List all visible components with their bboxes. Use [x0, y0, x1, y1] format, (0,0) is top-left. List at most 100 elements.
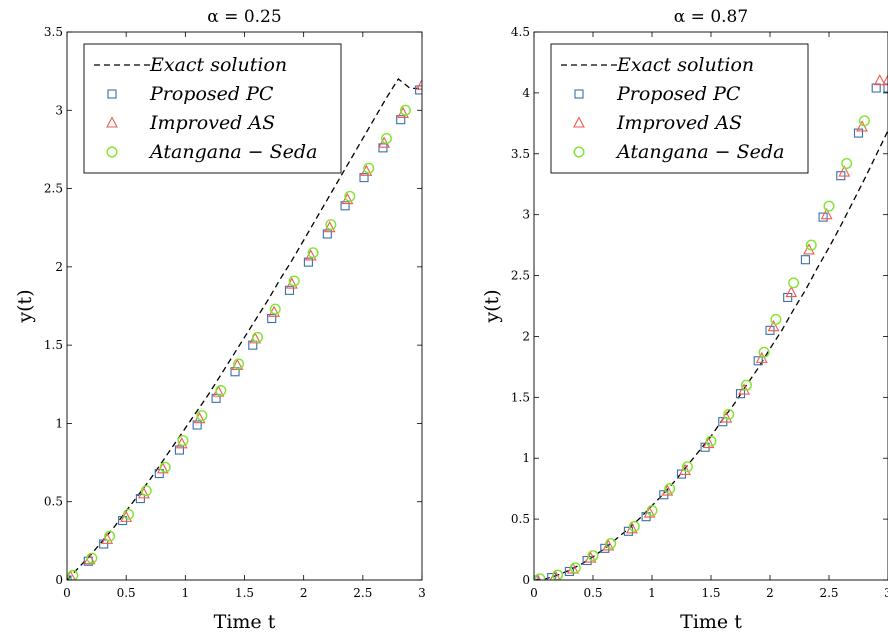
circle-marker — [196, 410, 208, 422]
circle-marker — [770, 313, 782, 325]
x-tick-label: 2.5 — [819, 586, 838, 600]
circle-marker — [86, 552, 98, 564]
triangle-marker — [767, 320, 780, 332]
x-tick-label: 0 — [530, 586, 538, 600]
x-tick-label: 3 — [884, 586, 888, 600]
circle-marker — [681, 461, 693, 473]
plot-frame — [533, 31, 888, 581]
square-marker — [883, 83, 888, 93]
legend-label: Atangana − Seda — [148, 141, 317, 163]
y-tick-label: 3.5 — [511, 147, 530, 161]
triangle-marker — [882, 74, 888, 86]
series-group — [534, 74, 888, 580]
x-tick-label: 2 — [300, 586, 308, 600]
circle-marker — [344, 190, 356, 202]
circle-marker — [307, 247, 319, 259]
y-tick-label: 2 — [522, 329, 530, 343]
y-tick-label: 0.5 — [511, 512, 530, 526]
y-tick-label: 0.5 — [44, 495, 63, 509]
square-marker — [340, 201, 350, 211]
square-marker — [396, 115, 406, 125]
circle-marker — [269, 303, 281, 315]
circle-marker — [233, 358, 245, 370]
square-marker — [800, 255, 810, 265]
y-tick-label: 2 — [55, 260, 63, 274]
y-tick-label: 1.5 — [511, 390, 530, 404]
circle-marker — [723, 408, 735, 420]
circle-marker — [363, 162, 375, 174]
legend: Exact solution Proposed PC Improved AS Atan… — [83, 43, 342, 174]
circle-marker — [805, 239, 817, 251]
y-tick-label: 4 — [522, 86, 530, 100]
x-tick-label: 1 — [648, 586, 656, 600]
legend-triangle-swatch — [573, 116, 585, 128]
square-marker — [322, 229, 332, 239]
circle-marker — [123, 508, 135, 520]
y-tick-label: 3.5 — [44, 25, 63, 39]
legend-circle-swatch — [106, 146, 118, 158]
circle-marker — [758, 346, 770, 358]
legend-label: Atangana − Seda — [615, 141, 784, 163]
series-group — [67, 78, 422, 580]
square-marker — [415, 85, 422, 95]
legend-triangle-swatch — [106, 116, 118, 128]
y-tick-label: 0 — [522, 573, 530, 587]
square-marker — [547, 573, 557, 580]
x-tick-label: 2.5 — [353, 586, 372, 600]
triangle-marker — [231, 358, 244, 371]
y-tick-label: 1 — [55, 416, 63, 430]
square-marker — [174, 445, 184, 455]
circle-marker — [67, 569, 79, 580]
square-marker — [753, 356, 763, 366]
triangle-marker — [416, 78, 422, 90]
y-axis-label: y(t) — [14, 289, 36, 323]
y-tick-label: 2.5 — [511, 269, 530, 283]
square-marker — [359, 173, 369, 183]
chart-panel-2: α = 0.87 0 0.5 1 1.5 2 2.5 3 0 0.5 1 1.5 2 2.5 3 3.5 4 4.… — [481, 7, 888, 633]
square-marker — [248, 340, 258, 350]
circle-marker — [399, 104, 411, 116]
circle-marker — [104, 530, 116, 542]
triangle-marker — [820, 207, 833, 220]
circle-marker — [740, 379, 752, 391]
legend-circle-swatch — [573, 146, 585, 158]
x-tick-label: 1.5 — [701, 586, 720, 600]
square-marker — [267, 313, 277, 324]
circle-marker — [177, 435, 189, 447]
legend-label: Proposed PC — [616, 83, 741, 105]
circle-marker — [858, 115, 870, 127]
x-tick-label: 3 — [418, 586, 426, 600]
circle-marker — [646, 505, 658, 517]
circle-marker — [705, 435, 717, 447]
square-marker — [818, 212, 828, 222]
legend: Exact solution Proposed PC Improved AS Atan… — [550, 43, 809, 174]
square-marker — [564, 566, 574, 577]
legend-label: Improved AS — [616, 112, 742, 134]
circle-marker — [288, 275, 300, 287]
circle-marker — [823, 200, 835, 212]
circle-marker — [605, 537, 617, 549]
legend-square-swatch — [107, 89, 117, 99]
legend-square-swatch — [574, 89, 584, 99]
x-tick-label: 1 — [182, 586, 190, 600]
square-marker — [118, 515, 128, 526]
x-tick-label: 0.5 — [117, 586, 136, 600]
y-tick-label: 2.5 — [44, 182, 63, 196]
circle-marker — [628, 520, 640, 532]
y-tick-label: 1.5 — [44, 338, 63, 352]
circle-marker — [215, 385, 227, 397]
triangle-marker — [378, 136, 391, 148]
square-marker — [211, 393, 221, 403]
chart-title: α = 0.87 — [674, 7, 748, 27]
legend-label: Exact solution — [616, 54, 754, 76]
triangle-marker — [720, 411, 733, 423]
circle-marker — [841, 158, 853, 170]
circle-marker — [587, 550, 599, 562]
y-axis-label: y(t) — [481, 289, 503, 323]
triangle-marker — [679, 463, 691, 475]
y-tick-label: 4.5 — [511, 25, 530, 39]
triangle-marker — [785, 285, 798, 298]
chart-title: α = 0.25 — [207, 7, 281, 27]
x-tick-label: 2 — [766, 586, 774, 600]
